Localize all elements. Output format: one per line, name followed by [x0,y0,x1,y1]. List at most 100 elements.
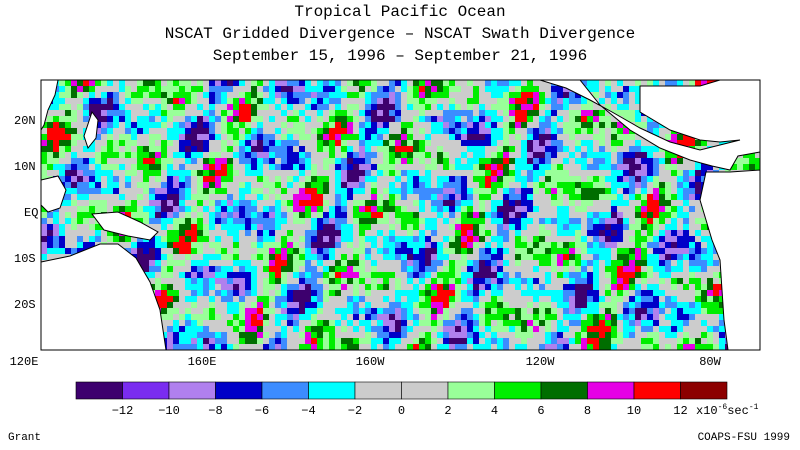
field-cell [71,218,77,224]
field-cell [443,278,449,284]
field-cell [281,212,287,218]
field-cell [683,194,689,200]
field-cell [47,122,53,128]
field-cell [263,200,269,206]
field-cell [509,224,515,230]
field-cell [599,152,605,158]
field-cell [473,146,479,152]
field-cell [545,158,551,164]
field-cell [263,206,269,212]
field-cell [287,242,293,248]
field-cell [611,158,617,164]
field-cell [689,284,695,290]
field-cell [227,92,233,98]
field-cell [185,266,191,272]
field-cell [593,284,599,290]
field-cell [473,236,479,242]
field-cell [683,314,689,320]
field-cell [659,314,665,320]
field-cell [323,128,329,134]
field-cell [365,176,371,182]
field-cell [497,188,503,194]
field-cell [533,248,539,254]
field-cell [233,146,239,152]
field-cell [479,188,485,194]
field-cell [425,248,431,254]
field-cell [389,218,395,224]
field-cell [293,296,299,302]
field-cell [197,128,203,134]
field-cell [275,116,281,122]
field-cell [659,206,665,212]
field-cell [275,248,281,254]
field-cell [497,152,503,158]
field-cell [155,140,161,146]
field-cell [551,116,557,122]
field-cell [491,224,497,230]
field-cell [311,254,317,260]
field-cell [539,242,545,248]
field-cell [743,158,749,164]
field-cell [149,110,155,116]
field-cell [593,308,599,314]
field-cell [341,170,347,176]
field-cell [305,320,311,326]
field-cell [131,122,137,128]
field-cell [335,98,341,104]
field-cell [299,206,305,212]
field-cell [533,152,539,158]
field-cell [203,242,209,248]
field-cell [173,122,179,128]
field-cell [239,278,245,284]
field-cell [419,314,425,320]
field-cell [95,116,101,122]
field-cell [401,110,407,116]
field-cell [275,104,281,110]
field-cell [119,176,125,182]
field-cell [629,134,635,140]
field-cell [395,98,401,104]
field-cell [311,200,317,206]
field-cell [197,308,203,314]
field-cell [257,176,263,182]
field-cell [203,284,209,290]
field-cell [341,140,347,146]
field-cell [329,182,335,188]
field-cell [533,122,539,128]
field-cell [305,116,311,122]
field-cell [617,170,623,176]
field-cell [47,134,53,140]
field-cell [71,80,77,86]
field-cell [365,152,371,158]
field-cell [161,152,167,158]
field-cell [251,242,257,248]
field-cell [695,290,701,296]
field-cell [353,236,359,242]
field-cell [101,176,107,182]
field-cell [551,320,557,326]
field-cell [173,176,179,182]
field-cell [635,218,641,224]
field-cell [299,314,305,320]
field-cell [563,128,569,134]
field-cell [497,218,503,224]
field-cell [335,278,341,284]
field-cell [383,326,389,332]
field-cell [101,104,107,110]
field-cell [533,284,539,290]
field-cell [455,290,461,296]
field-cell [269,308,275,314]
field-cell [449,194,455,200]
field-cell [209,314,215,320]
field-cell [485,290,491,296]
field-cell [203,134,209,140]
field-cell [599,194,605,200]
field-cell [395,296,401,302]
field-cell [95,92,101,98]
field-cell [353,170,359,176]
field-cell [413,140,419,146]
field-cell [533,116,539,122]
field-cell [671,164,677,170]
field-cell [551,164,557,170]
field-cell [347,110,353,116]
